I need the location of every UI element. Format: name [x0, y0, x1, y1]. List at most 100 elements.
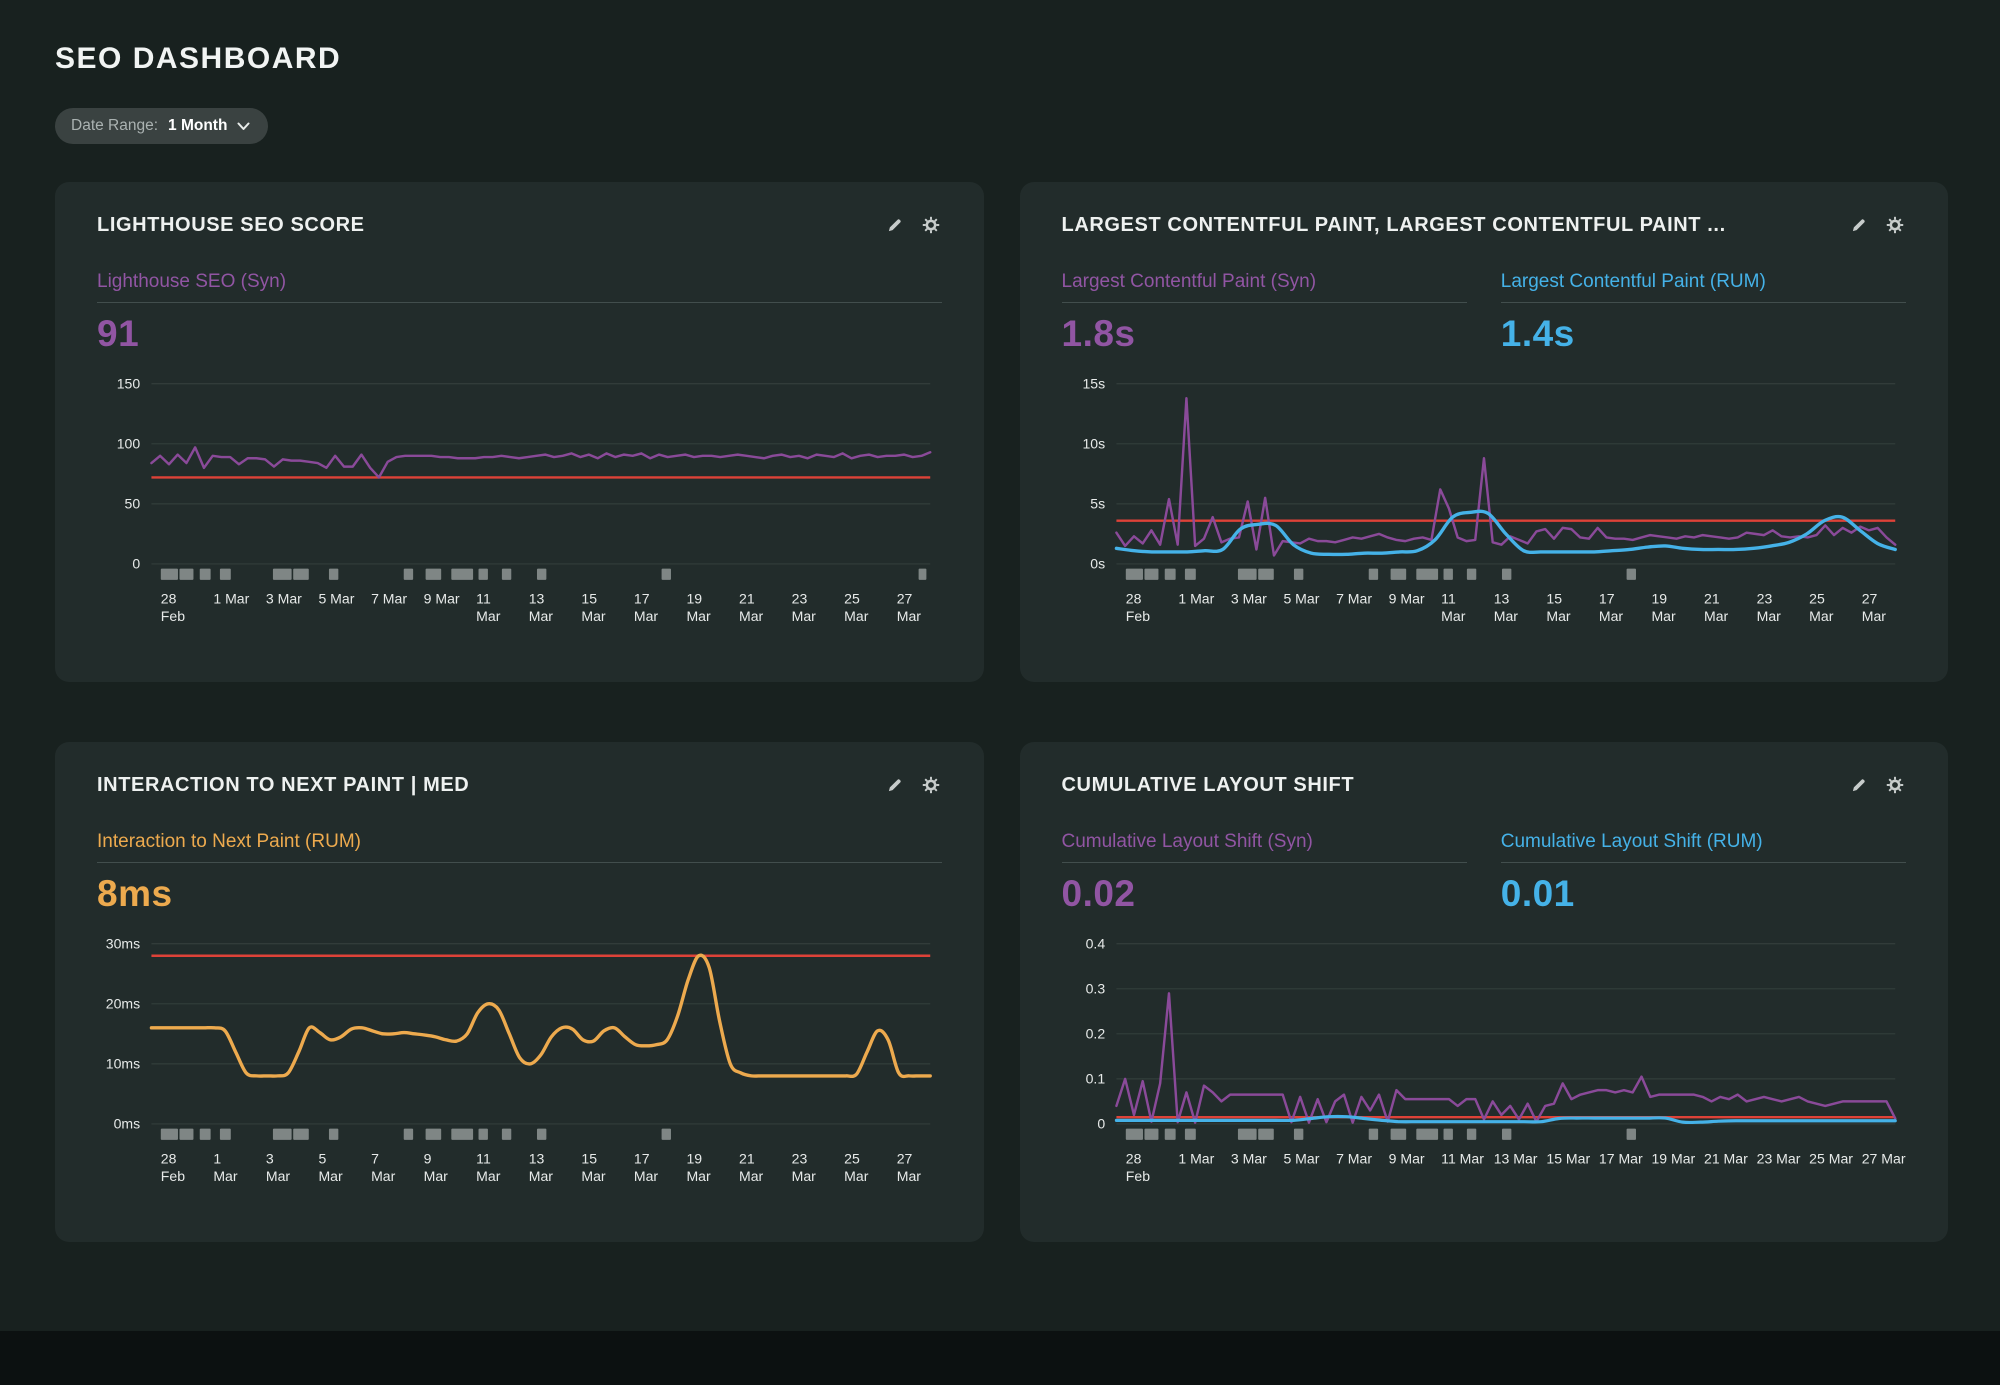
- svg-text:7 Mar: 7 Mar: [1336, 1150, 1372, 1166]
- svg-text:13 Mar: 13 Mar: [1493, 1150, 1537, 1166]
- settings-gear-icon[interactable]: [1884, 774, 1906, 796]
- metric-header-row: Largest Contentful Paint (Syn) 1.8s Larges…: [1061, 271, 1906, 355]
- line-chart: 15s 10s 5s 0s 28 Feb 1 Mar 3 Mar 5 Mar 7 Mar 9 Mar…: [1082, 375, 1897, 624]
- svg-text:27 Mar: 27 Mar: [1861, 1150, 1905, 1166]
- page-title: SEO DASHBOARD: [55, 42, 342, 75]
- svg-text:17 Mar: 17 Mar: [1598, 1150, 1642, 1166]
- edit-pencil-icon[interactable]: [1848, 774, 1870, 796]
- settings-gear-icon[interactable]: [920, 774, 942, 796]
- svg-text:5s: 5s: [1090, 496, 1105, 512]
- panel-title: LIGHTHOUSE SEO SCORE: [97, 214, 365, 236]
- svg-text:0.3: 0.3: [1085, 980, 1105, 996]
- metric-header-row: Lighthouse SEO (Syn) 91: [97, 271, 942, 355]
- metric: Cumulative Layout Shift (Syn) 0.02: [1061, 831, 1467, 915]
- panel-interaction-to-next-paint: INTERACTION TO NEXT PAINT | MED Interact…: [55, 742, 984, 1242]
- bottom-strip: [0, 1331, 2000, 1385]
- svg-text:5 Mar: 5 Mar: [1283, 1150, 1319, 1166]
- svg-text:150: 150: [117, 375, 141, 391]
- svg-text:10ms: 10ms: [106, 1056, 140, 1072]
- date-range-button[interactable]: Date Range: 1 Month: [55, 108, 269, 144]
- svg-text:7 Mar: 7 Mar: [371, 590, 407, 606]
- svg-text:25 Mar: 25 Mar: [1809, 1150, 1853, 1166]
- metric: Lighthouse SEO (Syn) 91: [97, 271, 942, 355]
- metric-value: 1.8s: [1061, 313, 1136, 354]
- chevron-down-icon: [237, 122, 250, 131]
- metric: Largest Contentful Paint (Syn) 1.8s: [1061, 271, 1467, 355]
- svg-text:1 Mar: 1 Mar: [213, 590, 249, 606]
- svg-text:19 Mar: 19 Mar: [1651, 1150, 1695, 1166]
- svg-text:3 Mar: 3 Mar: [1230, 590, 1266, 606]
- svg-text:100: 100: [117, 436, 141, 452]
- panel-title: INTERACTION TO NEXT PAINT | MED: [97, 774, 470, 796]
- svg-text:0ms: 0ms: [114, 1116, 141, 1132]
- metric-value: 0.02: [1061, 873, 1136, 914]
- svg-text:5 Mar: 5 Mar: [318, 590, 354, 606]
- metric-value: 0.01: [1500, 873, 1575, 914]
- date-range-value: 1 Month: [168, 117, 228, 134]
- metric-value: 1.4s: [1500, 313, 1575, 354]
- svg-text:3 Mar: 3 Mar: [1230, 1150, 1266, 1166]
- metric-label: Interaction to Next Paint (RUM): [97, 831, 942, 863]
- metric-header-row: Cumulative Layout Shift (Syn) 0.02 Cumulat…: [1061, 831, 1906, 915]
- svg-text:0.4: 0.4: [1085, 935, 1105, 951]
- svg-text:15 Mar: 15 Mar: [1546, 1150, 1590, 1166]
- metric: Interaction to Next Paint (RUM) 8ms: [97, 831, 942, 915]
- settings-gear-icon[interactable]: [920, 214, 942, 236]
- svg-text:1 Mar: 1 Mar: [1178, 1150, 1214, 1166]
- metric-value: 91: [97, 313, 140, 354]
- edit-pencil-icon[interactable]: [884, 214, 906, 236]
- metric-label: Cumulative Layout Shift (RUM): [1500, 831, 1906, 863]
- metric-label: Cumulative Layout Shift (Syn): [1061, 831, 1467, 863]
- metric-label: Largest Contentful Paint (Syn): [1061, 271, 1467, 303]
- svg-text:50: 50: [125, 496, 141, 512]
- metric-value: 8ms: [97, 873, 173, 914]
- svg-text:23 Mar: 23 Mar: [1756, 1150, 1800, 1166]
- svg-text:5 Mar: 5 Mar: [1283, 590, 1319, 606]
- metric-label: Largest Contentful Paint (RUM): [1500, 271, 1906, 303]
- svg-text:1 Mar: 1 Mar: [1178, 590, 1214, 606]
- date-range-label: Date Range:: [71, 117, 159, 134]
- edit-pencil-icon[interactable]: [884, 774, 906, 796]
- panel-lighthouse-seo-score: LIGHTHOUSE SEO SCORE Lighthouse SEO (Syn…: [55, 182, 984, 682]
- svg-text:15s: 15s: [1082, 375, 1105, 391]
- svg-text:0.1: 0.1: [1085, 1071, 1105, 1087]
- panel-largest-contentful-paint: LARGEST CONTENTFUL PAINT, LARGEST CONTEN…: [1019, 182, 1948, 682]
- svg-text:0.2: 0.2: [1085, 1026, 1105, 1042]
- metric-label: Lighthouse SEO (Syn): [97, 271, 942, 303]
- panel-cumulative-layout-shift: CUMULATIVE LAYOUT SHIFT Cumulative Layou…: [1019, 742, 1948, 1242]
- svg-text:3 Mar: 3 Mar: [266, 590, 302, 606]
- settings-gear-icon[interactable]: [1884, 214, 1906, 236]
- widget-grid: LIGHTHOUSE SEO SCORE Lighthouse SEO (Syn…: [55, 182, 1948, 1242]
- svg-text:9 Mar: 9 Mar: [1388, 590, 1424, 606]
- metric: Cumulative Layout Shift (RUM) 0.01: [1500, 831, 1906, 915]
- edit-pencil-icon[interactable]: [1848, 214, 1870, 236]
- svg-text:0: 0: [1097, 1116, 1105, 1132]
